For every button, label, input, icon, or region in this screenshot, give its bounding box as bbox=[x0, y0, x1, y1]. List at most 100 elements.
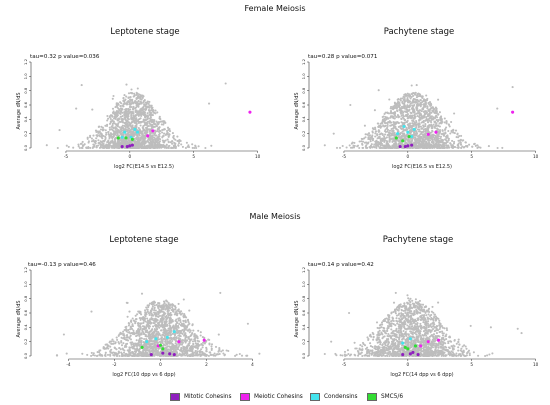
gene-point bbox=[435, 135, 438, 139]
gene-point bbox=[434, 106, 437, 109]
male-meiosis-title: Male Meiosis bbox=[249, 212, 301, 221]
y-axis-label: Average dN/dS bbox=[16, 92, 22, 129]
gene-point bbox=[125, 95, 128, 98]
gene-point bbox=[361, 140, 365, 143]
gene-point bbox=[153, 132, 157, 135]
series-smc5-6 bbox=[116, 136, 134, 141]
gene-point bbox=[128, 102, 131, 105]
gene-point bbox=[149, 116, 152, 119]
gene-point bbox=[101, 128, 104, 131]
point-smc5-6 bbox=[124, 136, 128, 140]
gene-point bbox=[151, 301, 154, 304]
gene-point bbox=[258, 352, 261, 355]
gene-point bbox=[474, 144, 477, 147]
gene-point bbox=[235, 353, 238, 356]
gene-point bbox=[441, 129, 444, 132]
gene-point bbox=[400, 105, 403, 108]
gene-point bbox=[129, 122, 132, 125]
gene-point bbox=[172, 324, 175, 327]
gene-point bbox=[148, 120, 151, 123]
gene-point bbox=[403, 133, 406, 137]
gene-point bbox=[382, 124, 385, 127]
y-tick-label: 1.2 bbox=[301, 58, 306, 65]
gene-point bbox=[148, 106, 151, 109]
gene-point bbox=[378, 124, 382, 127]
gene-point bbox=[416, 114, 419, 118]
gene-point bbox=[130, 105, 133, 109]
gene-point bbox=[130, 341, 133, 344]
gene-point bbox=[140, 120, 143, 123]
x-tick-label: 10 bbox=[533, 154, 539, 159]
gene-point bbox=[196, 342, 199, 345]
gene-point bbox=[143, 131, 146, 135]
gene-point bbox=[87, 145, 90, 149]
gene-point bbox=[442, 134, 446, 137]
x-tick-label: 0 bbox=[406, 154, 409, 159]
gene-point bbox=[391, 132, 394, 135]
gene-point bbox=[428, 142, 431, 146]
gene-point bbox=[178, 344, 181, 347]
gene-point bbox=[148, 146, 151, 149]
gene-point bbox=[439, 116, 442, 119]
gene-point bbox=[134, 145, 137, 149]
gene-point bbox=[171, 140, 174, 143]
gene-point bbox=[120, 126, 123, 129]
gene-point bbox=[137, 96, 141, 99]
gene-point bbox=[412, 131, 416, 134]
gene-point bbox=[377, 89, 380, 92]
gene-point bbox=[418, 111, 421, 114]
gene-point bbox=[358, 140, 361, 143]
gene-point bbox=[395, 115, 398, 119]
gene-point bbox=[172, 137, 175, 140]
gene-point bbox=[385, 144, 388, 147]
gene-point bbox=[92, 354, 95, 357]
gene-point bbox=[464, 145, 468, 148]
gene-point bbox=[396, 106, 399, 109]
gene-point bbox=[120, 336, 123, 339]
gene-point bbox=[437, 98, 440, 101]
gene-point bbox=[445, 136, 448, 140]
gene-point bbox=[154, 141, 157, 144]
gene-point bbox=[56, 146, 59, 150]
gene-point bbox=[138, 132, 141, 136]
gene-point bbox=[381, 132, 384, 136]
gene-point bbox=[172, 134, 175, 137]
gene-point bbox=[370, 145, 373, 148]
gene-point bbox=[116, 134, 119, 137]
gene-point bbox=[381, 122, 384, 125]
gene-point bbox=[175, 318, 178, 321]
point-meiotic-cohesins bbox=[151, 129, 155, 133]
gene-point bbox=[146, 116, 149, 120]
gene-point bbox=[129, 108, 132, 111]
y-tick-label: 0.6 bbox=[301, 101, 306, 108]
gene-point bbox=[112, 340, 115, 343]
gene-point bbox=[184, 146, 187, 150]
gene-point bbox=[147, 128, 150, 131]
gene-point bbox=[391, 146, 394, 149]
gene-point bbox=[430, 121, 433, 124]
gene-point bbox=[136, 87, 139, 90]
gene-point bbox=[167, 301, 170, 305]
gene-point bbox=[453, 112, 456, 115]
gene-point bbox=[138, 102, 141, 106]
gene-point bbox=[92, 143, 95, 146]
gene-point bbox=[128, 346, 131, 349]
gene-point bbox=[151, 118, 154, 121]
gene-point bbox=[433, 120, 436, 123]
gene-point bbox=[403, 96, 406, 99]
gene-point bbox=[423, 99, 426, 102]
gene-point bbox=[114, 126, 117, 129]
gene-point bbox=[196, 347, 199, 350]
gene-point bbox=[155, 120, 158, 123]
gene-point bbox=[197, 145, 200, 148]
series-smc5-6 bbox=[394, 134, 411, 143]
gene-point bbox=[117, 122, 120, 125]
gene-point bbox=[130, 319, 133, 322]
gene-point bbox=[167, 350, 170, 353]
gene-point bbox=[207, 338, 210, 341]
gene-point bbox=[392, 108, 395, 111]
gene-point bbox=[172, 144, 175, 147]
gene-point bbox=[374, 135, 377, 138]
gene-point bbox=[162, 343, 166, 346]
gene-point bbox=[207, 354, 210, 357]
